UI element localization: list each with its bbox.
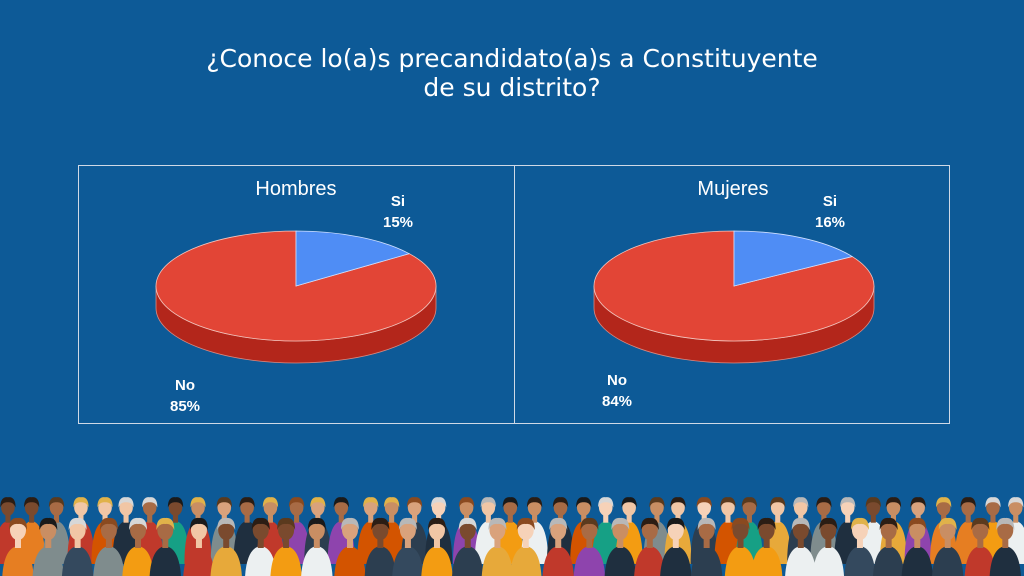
pie-charts: Hombres Si 15% No 85% Mujeres Si 16% No 84% <box>155 178 875 415</box>
slice-category-label: No <box>175 377 195 394</box>
slice-value-label: 16% <box>815 214 845 231</box>
crowd-person <box>964 517 996 576</box>
crowd-person <box>93 517 125 576</box>
crowd-person <box>510 517 542 576</box>
charts-divider <box>514 165 515 424</box>
title-line-2: de su distrito? <box>423 73 601 102</box>
crowd-person <box>210 517 242 576</box>
slice-no <box>155 230 437 342</box>
crowd-person <box>812 517 844 576</box>
crowd-person <box>932 517 964 576</box>
crowd-person <box>989 517 1021 576</box>
crowd-person <box>542 517 574 576</box>
crowd-person <box>660 517 692 576</box>
crowd-person <box>421 517 453 576</box>
crowd-person <box>452 517 484 576</box>
slice-category-label: Si <box>823 193 837 210</box>
crowd-person <box>245 517 277 576</box>
crowd-person <box>270 517 302 576</box>
crowd-person <box>301 517 333 576</box>
crowd-person <box>334 517 366 576</box>
crowd-person <box>844 517 876 576</box>
slice-no <box>593 230 875 342</box>
crowd-person <box>392 517 424 576</box>
crowd-person <box>61 517 94 576</box>
slice-value-label: 85% <box>170 398 200 415</box>
crowd-person <box>751 517 783 576</box>
crowd-person <box>183 517 215 576</box>
crowd-person <box>481 517 514 576</box>
crowd-person <box>901 517 933 576</box>
crowd-person <box>573 517 606 576</box>
crowd-person <box>149 517 181 576</box>
crowd-person <box>634 517 666 576</box>
crowd-person <box>785 517 817 576</box>
pie-title: Hombres <box>255 178 336 200</box>
crowd-person <box>873 517 905 576</box>
crowd-person <box>2 517 34 576</box>
crowd-person <box>604 517 636 576</box>
crowd-person <box>691 517 723 576</box>
slice-category-label: No <box>607 372 627 389</box>
slice-value-label: 84% <box>602 393 632 410</box>
crowd-person <box>724 517 757 576</box>
slice-si <box>733 230 854 287</box>
crowd-person <box>32 517 64 576</box>
slice-si <box>295 230 411 287</box>
pie-chart-hombres: Hombres Si 15% No 85% <box>155 178 437 415</box>
pie-chart-mujeres: Mujeres Si 16% No 84% <box>593 178 875 410</box>
title-line-1: ¿Conoce lo(a)s precandidato(a)s a Consti… <box>206 44 818 73</box>
crowd-person <box>364 517 397 576</box>
page-title: ¿Conoce lo(a)s precandidato(a)s a Consti… <box>0 44 1024 102</box>
slice-category-label: Si <box>391 193 405 210</box>
pie-title: Mujeres <box>697 178 768 200</box>
crowd-illustration <box>0 497 1024 576</box>
crowd-person <box>122 517 154 576</box>
slice-value-label: 15% <box>383 214 413 231</box>
